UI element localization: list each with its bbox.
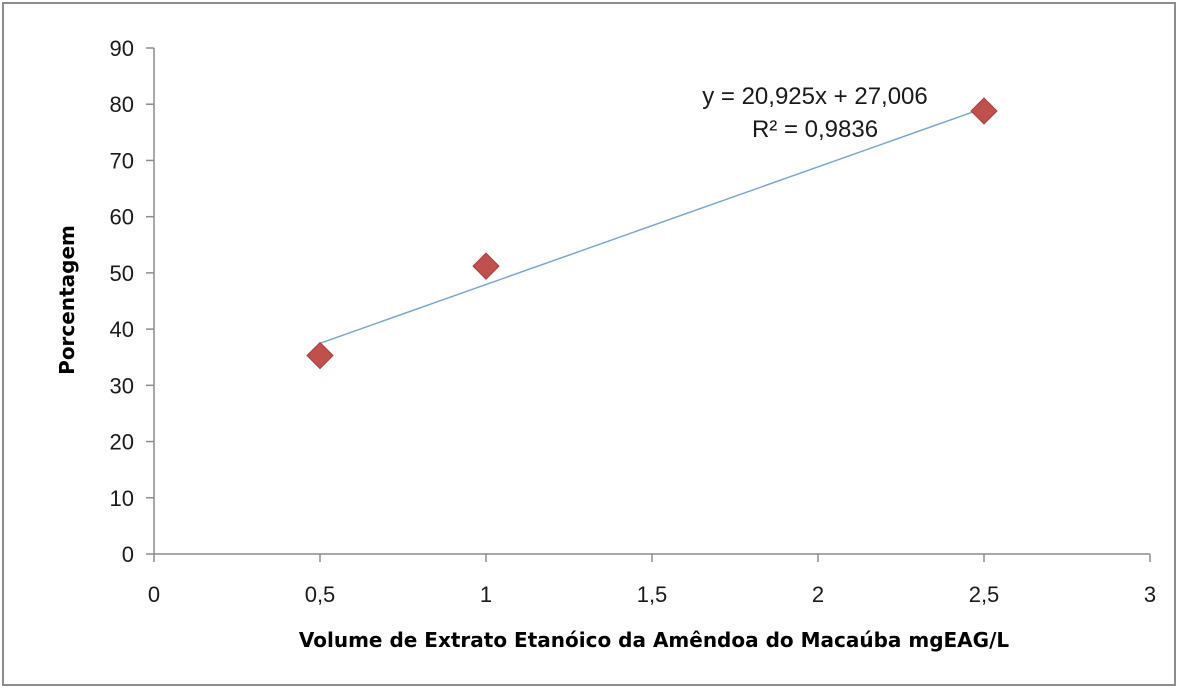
x-tick-label: 2,5	[969, 582, 1000, 607]
y-tick-label: 30	[110, 373, 134, 398]
axes-layer: 0 10 20 30 40 50 60 70 80 90 0 0,5 1 1,5 2 2,5 3	[110, 36, 1157, 607]
data-point	[472, 252, 500, 280]
y-axis-title: Porcentagem	[55, 225, 79, 375]
points-layer	[306, 97, 998, 370]
y-tick-label: 70	[110, 148, 134, 173]
x-tick-label: 1,5	[637, 582, 668, 607]
x-tick-label: 0	[148, 582, 160, 607]
data-point	[306, 341, 334, 370]
x-tick-label: 1	[480, 582, 492, 607]
y-tick-label: 60	[110, 205, 134, 230]
x-tick-label: 3	[1144, 582, 1156, 607]
labels-layer: y = 20,925x + 27,006 R² = 0,9836 Volume …	[55, 83, 1009, 652]
trendline	[319, 107, 985, 345]
data-point	[970, 97, 998, 125]
y-tick-label: 10	[110, 486, 134, 511]
x-tick-label: 2	[812, 582, 824, 607]
y-tick-label: 90	[110, 36, 134, 61]
y-tick-label: 0	[122, 542, 134, 567]
y-tick-label: 80	[110, 92, 134, 117]
y-tick-label: 40	[110, 317, 134, 342]
trendline-equation-label: y = 20,925x + 27,006	[702, 83, 928, 110]
x-axis-title: Volume de Extrato Etanóico da Amêndoa do…	[299, 628, 1010, 652]
trendline-layer	[319, 107, 985, 345]
x-tick-label: 0,5	[305, 582, 336, 607]
y-tick-label: 20	[110, 430, 134, 455]
trendline-r2-label: R² = 0,9836	[752, 116, 878, 143]
y-tick-label: 50	[110, 261, 134, 286]
